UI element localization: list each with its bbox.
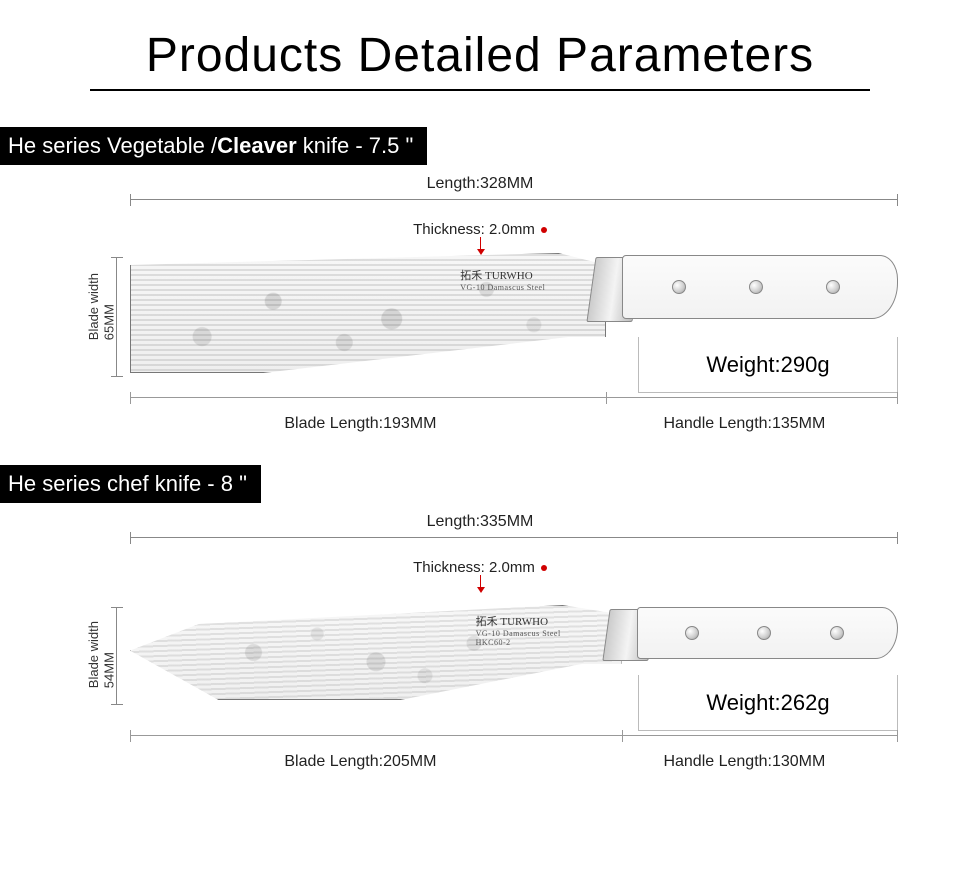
label-bold: Cleaver <box>217 133 297 158</box>
blade-width-label: Blade width 54MM <box>86 621 117 688</box>
total-length-label: Length:328MM <box>0 175 960 193</box>
blade-brand-text: 拓禾 TURWHO VG-10 Damascus Steel HKC60-2 <box>476 613 561 647</box>
section-label-chef: He series chef knife - 8 " <box>0 465 261 503</box>
total-length-label: Length:335MM <box>0 513 960 531</box>
rivet-icon <box>830 626 844 640</box>
blade-length-label: Blade Length:193MM <box>130 415 591 433</box>
label-prefix: He series Vegetable / <box>8 133 217 158</box>
bottom-length-rule <box>130 735 898 747</box>
bottom-labels: Blade Length:193MM Handle Length:135MM <box>130 415 898 433</box>
page-title: Products Detailed Parameters <box>0 0 960 89</box>
title-underline <box>90 89 870 91</box>
rivet-icon <box>672 280 686 294</box>
brand-sub: VG-10 Damascus Steel HKC60-2 <box>476 629 561 647</box>
bottom-labels: Blade Length:205MM Handle Length:130MM <box>130 753 898 771</box>
handle-length-label: Handle Length:130MM <box>591 753 898 771</box>
blade-width-label: Blade width 65MM <box>86 273 117 340</box>
thickness-dot-icon <box>541 227 547 233</box>
rivet-icon <box>749 280 763 294</box>
blade-brand-text: 拓禾 TURWHO VG-10 Damascus Steel <box>460 267 545 292</box>
rivet-icon <box>757 626 771 640</box>
total-length-rule <box>130 199 898 213</box>
brand-main: 拓禾 TURWHO <box>460 270 532 282</box>
thickness-dot-icon <box>541 565 547 571</box>
blade-width-rule <box>116 607 128 705</box>
blade-length-label: Blade Length:205MM <box>130 753 591 771</box>
handle-length-label: Handle Length:135MM <box>591 415 898 433</box>
total-length-rule <box>130 537 898 551</box>
rivet-icon <box>685 626 699 640</box>
brand-main: 拓禾 TURWHO <box>476 616 548 628</box>
handle-shape <box>622 255 898 319</box>
thickness-text: Thickness: 2.0mm <box>413 559 535 576</box>
handle-shape <box>637 607 898 659</box>
bottom-length-rule <box>130 397 898 409</box>
knife-diagram-cleaver: Length:328MM Thickness: 2.0mm Blade widt… <box>0 165 960 465</box>
label-prefix: He series chef knife - 8 " <box>8 471 247 496</box>
section-label-cleaver: He series Vegetable /Cleaver knife - 7.5… <box>0 127 427 165</box>
brand-sub: VG-10 Damascus Steel <box>460 283 545 292</box>
weight-box: Weight:290g <box>638 337 898 393</box>
knife-diagram-chef: Length:335MM Thickness: 2.0mm Blade widt… <box>0 503 960 803</box>
thickness-label: Thickness: 2.0mm <box>0 559 960 576</box>
blade-width-rule <box>116 257 128 377</box>
thickness-label: Thickness: 2.0mm <box>0 221 960 238</box>
rivet-icon <box>826 280 840 294</box>
label-suffix: knife - 7.5 " <box>297 133 414 158</box>
thickness-text: Thickness: 2.0mm <box>413 221 535 238</box>
weight-box: Weight:262g <box>638 675 898 731</box>
